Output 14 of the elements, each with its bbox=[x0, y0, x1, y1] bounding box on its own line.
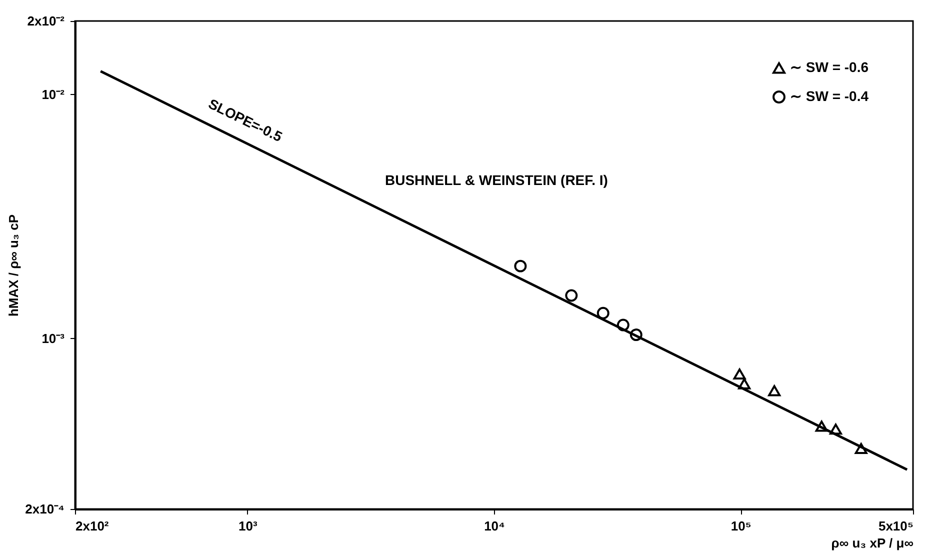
x-tick-label: 10⁵ bbox=[730, 518, 752, 534]
y-tick-label: 2x10⁻² bbox=[27, 14, 66, 28]
y-tick-label: 10⁻² bbox=[42, 86, 66, 102]
x-tick-label: 5x10⁵ bbox=[878, 518, 914, 534]
y-tick-label: 10⁻³ bbox=[42, 330, 66, 346]
x-axis-title: ρ∞ u₃ xP / μ∞ bbox=[831, 536, 914, 550]
legend-label: ∼ SW = -0.6 bbox=[790, 59, 869, 75]
y-axis-title: hMAX / ρ∞ u₃ cP bbox=[6, 214, 22, 317]
annotation: BUSHNELL & WEINSTEIN (REF. I) bbox=[385, 172, 608, 188]
legend-label: ∼ SW = -0.4 bbox=[790, 88, 869, 104]
x-tick-label: 10⁴ bbox=[484, 518, 505, 534]
x-tick-label: 10³ bbox=[238, 518, 258, 534]
y-tick-label: 2x10⁻⁴ bbox=[25, 502, 64, 516]
x-tick-label: 2x10² bbox=[76, 518, 110, 534]
